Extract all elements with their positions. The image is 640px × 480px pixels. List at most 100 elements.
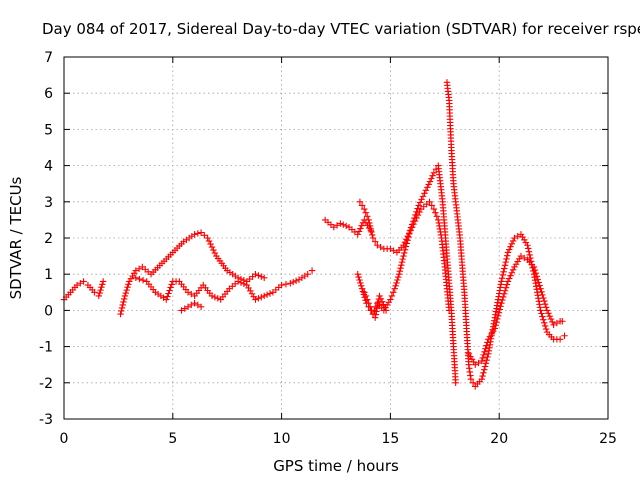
- data-point: [367, 307, 375, 314]
- data-point: [491, 325, 499, 332]
- data-point: [99, 278, 107, 285]
- data-point: [426, 198, 433, 205]
- data-point: [504, 249, 512, 256]
- data-point: [201, 232, 208, 239]
- data-point: [255, 295, 262, 302]
- data-point: [397, 264, 404, 272]
- data-point: [497, 303, 504, 310]
- data-point: [452, 379, 459, 386]
- data-point: [378, 298, 386, 305]
- data-point: [531, 266, 539, 274]
- data-point: [429, 172, 436, 179]
- data-point: [410, 218, 417, 225]
- data-point: [391, 285, 398, 292]
- y-tick-label: 5: [44, 122, 53, 138]
- data-point: [258, 293, 265, 301]
- data-point: [481, 363, 489, 370]
- series-seg-h: [354, 271, 390, 321]
- data-point: [537, 307, 544, 314]
- y-tick-label: 1: [44, 267, 53, 283]
- data-point: [363, 299, 370, 307]
- data-point: [392, 282, 399, 289]
- data-point: [479, 372, 486, 380]
- data-point: [480, 351, 487, 359]
- data-point: [380, 301, 387, 308]
- data-point: [498, 278, 505, 285]
- data-point: [188, 290, 195, 298]
- data-point: [402, 243, 410, 250]
- data-point: [205, 237, 213, 245]
- data-point: [414, 205, 421, 212]
- data-point: [541, 297, 548, 305]
- data-point: [260, 292, 268, 300]
- data-point: [537, 285, 544, 292]
- data-point: [525, 248, 533, 255]
- data-point: [365, 216, 372, 224]
- data-point: [536, 282, 543, 289]
- data-point: [73, 281, 81, 289]
- data-point: [506, 246, 513, 253]
- data-point: [482, 360, 490, 367]
- data-point: [358, 285, 366, 292]
- data-point: [403, 240, 410, 247]
- data-point: [191, 231, 198, 238]
- data-point: [208, 243, 216, 251]
- data-point: [184, 303, 192, 310]
- data-point: [258, 273, 265, 280]
- data-point: [214, 295, 221, 302]
- x-tick-label: 10: [273, 431, 291, 447]
- y-tick-label: -2: [39, 376, 53, 392]
- data-point: [400, 252, 407, 260]
- data-point: [534, 276, 541, 283]
- data-point: [252, 296, 259, 303]
- data-point: [372, 311, 379, 318]
- data-point: [387, 245, 394, 253]
- data-point: [500, 293, 507, 301]
- data-point: [97, 286, 104, 294]
- series-seg-j: [465, 252, 566, 368]
- data-point: [377, 295, 385, 303]
- data-point: [494, 312, 502, 320]
- data-point: [333, 222, 341, 229]
- data-point: [401, 246, 409, 253]
- y-axis-label: SDTVAR / TECUs: [7, 176, 25, 299]
- data-point: [479, 354, 486, 362]
- data-point: [390, 247, 397, 254]
- x-tick-label: 5: [168, 431, 177, 447]
- data-point: [382, 307, 390, 314]
- data-point: [356, 198, 364, 205]
- data-point: [358, 202, 366, 209]
- data-point: [546, 312, 553, 320]
- data-point: [521, 254, 528, 262]
- data-point: [496, 306, 503, 313]
- data-point: [407, 224, 415, 231]
- data-point: [411, 214, 418, 222]
- y-tick-label: 2: [44, 231, 53, 247]
- data-point: [482, 345, 489, 352]
- data-point: [358, 222, 365, 229]
- data-point: [478, 375, 485, 383]
- data-point: [367, 225, 375, 233]
- data-point: [499, 271, 507, 279]
- data-point: [475, 359, 482, 367]
- data-point: [260, 274, 268, 282]
- data-point: [121, 295, 128, 303]
- data-point: [356, 276, 363, 284]
- data-point: [308, 267, 316, 274]
- data-point: [99, 281, 106, 288]
- data-point: [121, 292, 129, 300]
- data-point: [237, 279, 245, 286]
- data-point: [467, 375, 475, 383]
- data-point: [535, 279, 542, 286]
- data-point: [390, 289, 397, 296]
- data-point: [509, 266, 517, 274]
- data-point: [290, 278, 297, 286]
- data-point: [419, 193, 427, 200]
- data-point: [421, 190, 428, 197]
- data-point: [363, 213, 371, 220]
- data-point: [132, 274, 140, 282]
- data-point: [197, 303, 205, 310]
- data-point: [340, 221, 347, 228]
- data-point: [405, 230, 413, 238]
- y-tick-label: 0: [44, 303, 53, 319]
